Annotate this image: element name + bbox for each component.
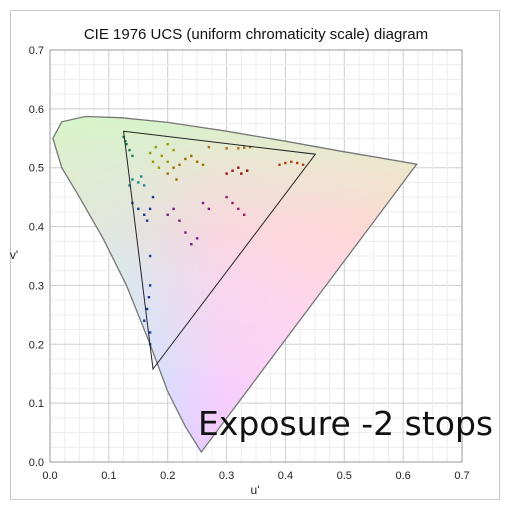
- x-tick-label: 0.2: [160, 470, 175, 482]
- data-point: [145, 307, 149, 311]
- data-point: [190, 154, 193, 158]
- data-point: [201, 201, 205, 205]
- data-point: [154, 145, 158, 149]
- y-tick-label: 0.3: [29, 280, 44, 292]
- data-point: [225, 172, 228, 175]
- y-tick-label: 0.7: [29, 45, 44, 57]
- data-point: [178, 163, 181, 166]
- x-tick-label: 0.6: [395, 470, 410, 482]
- data-point: [301, 163, 305, 166]
- plot-area-border: [49, 49, 463, 463]
- y-tick-label: 0.1: [29, 398, 44, 410]
- chart-frame: [10, 10, 500, 500]
- y-tick-label: 0.2: [29, 339, 44, 351]
- data-point: [231, 169, 234, 172]
- gamut-triangle: [123, 130, 317, 371]
- chart-title: CIE 1976 UCS (uniform chromaticity scale…: [83, 26, 429, 43]
- data-point: [148, 331, 152, 334]
- data-point: [237, 147, 240, 150]
- x-tick-label: 0.7: [454, 470, 469, 482]
- data-point: [290, 160, 293, 163]
- x-tick-label: 0.0: [42, 470, 57, 482]
- data-point: [148, 284, 152, 287]
- data-point: [175, 178, 178, 181]
- data-point: [190, 243, 193, 246]
- data-point: [207, 145, 211, 149]
- spectral-locus: [52, 115, 418, 454]
- data-point: [137, 207, 140, 211]
- data-point: [166, 143, 169, 146]
- data-point: [178, 219, 181, 222]
- data-point: [148, 151, 152, 155]
- data-point: [128, 184, 131, 187]
- data-point: [143, 319, 146, 322]
- data-point: [143, 184, 146, 187]
- data-point: [225, 195, 228, 199]
- y-tick-label: 0.5: [29, 163, 44, 175]
- data-point: [166, 172, 169, 175]
- data-point: [166, 160, 169, 163]
- data-point: [225, 147, 228, 150]
- data-point: [248, 145, 252, 149]
- data-points: [122, 135, 305, 346]
- data-point: [172, 166, 175, 169]
- x-tick-label: 0.1: [101, 470, 116, 482]
- x-tick-label: 0.4: [278, 470, 293, 482]
- data-point: [237, 166, 240, 169]
- data-point: [147, 296, 151, 299]
- y-axis-label: v': [10, 248, 18, 262]
- data-point: [243, 146, 246, 149]
- data-point: [296, 161, 299, 165]
- x-axis-label: u': [251, 483, 260, 497]
- x-tick-labels: 0.0 0.1 0.2 0.3 0.4 0.5 0.6 0.7: [42, 470, 469, 482]
- data-point: [140, 175, 143, 178]
- data-point: [125, 143, 128, 146]
- data-point: [131, 154, 134, 158]
- y-tick-label: 0.6: [29, 104, 44, 116]
- data-point: [148, 254, 152, 258]
- data-point: [148, 207, 152, 211]
- y-tick-label: 0.4: [29, 222, 44, 234]
- data-point: [151, 195, 155, 199]
- triangle-outline: [123, 130, 317, 371]
- data-point: [122, 135, 125, 139]
- data-point: [184, 231, 187, 234]
- data-point: [145, 219, 149, 222]
- data-point: [151, 160, 155, 163]
- exposure-annotation: Exposure -2 stops: [198, 404, 493, 443]
- data-point: [201, 163, 205, 166]
- data-point: [240, 172, 243, 175]
- data-point: [172, 207, 175, 211]
- data-point: [237, 207, 240, 211]
- data-point: [137, 181, 140, 184]
- data-point: [172, 148, 175, 152]
- y-tick-labels: 0.0 0.1 0.2 0.3 0.4 0.5 0.6 0.7: [29, 45, 44, 469]
- data-point: [131, 178, 134, 181]
- axes: [49, 49, 463, 463]
- data-point: [284, 161, 287, 165]
- data-point: [160, 154, 163, 158]
- data-point: [184, 157, 187, 161]
- data-point: [166, 213, 169, 216]
- x-tick-label: 0.3: [219, 470, 234, 482]
- data-point: [231, 201, 234, 205]
- data-point: [195, 160, 199, 163]
- x-tick-label: 0.5: [337, 470, 352, 482]
- data-point: [246, 169, 249, 172]
- data-point: [128, 148, 131, 152]
- data-point: [243, 213, 246, 216]
- locus-fill-top: [52, 116, 417, 452]
- data-point: [207, 207, 211, 211]
- data-point: [195, 237, 199, 240]
- data-point: [143, 213, 146, 216]
- data-point: [278, 163, 281, 166]
- y-tick-label: 0.0: [29, 457, 44, 469]
- data-point: [157, 166, 161, 169]
